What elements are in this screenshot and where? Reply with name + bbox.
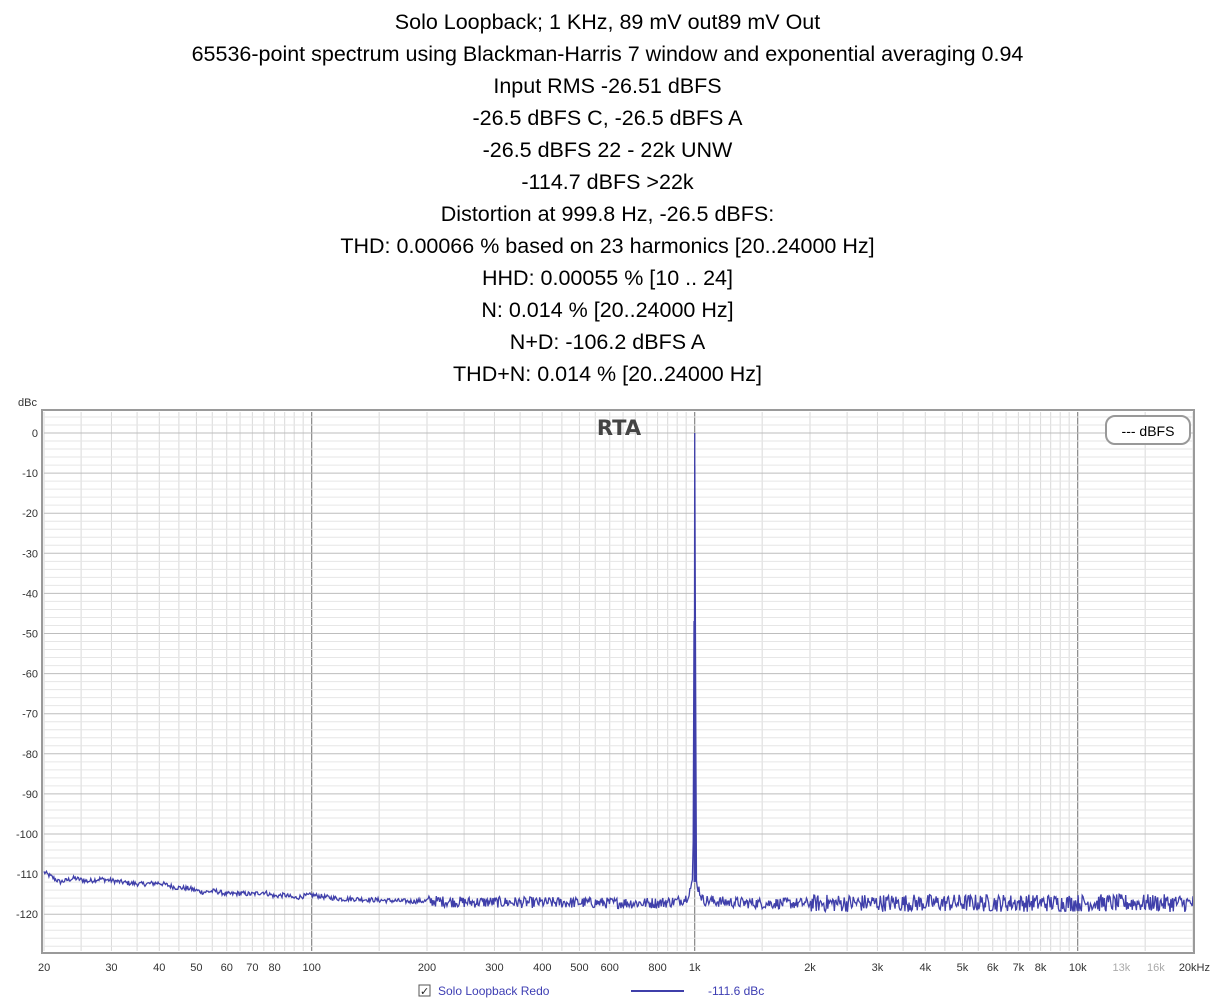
legend-label: --- dBFS	[1122, 423, 1175, 439]
x-tick-label: 4k	[919, 962, 931, 974]
y-tick-label: -60	[22, 669, 38, 681]
header-line: THD: 0.00066 % based on 23 harmonics [20…	[340, 234, 875, 258]
header-line: HHD: 0.00055 % [10 .. 24]	[482, 266, 733, 290]
x-tick-label: 100	[303, 962, 321, 974]
y-tick-label: -70	[22, 709, 38, 721]
x-tick-label: 5k	[957, 962, 969, 974]
x-tick-label: 40	[153, 962, 165, 974]
header-line: N+D: -106.2 dBFS A	[509, 330, 706, 354]
header-line: -114.7 dBFS >22k	[521, 170, 694, 194]
x-tick-label: 20	[38, 962, 50, 974]
y-tick-label: -30	[22, 548, 38, 560]
x-tick-label: 16k	[1147, 962, 1165, 974]
header-line: Distortion at 999.8 Hz, -26.5 dBFS:	[440, 202, 775, 226]
x-tick-label: 80	[268, 962, 280, 974]
x-tick-label: 50	[190, 962, 202, 974]
footer-legend: ✓ Solo Loopback Redo -111.6 dBc	[418, 984, 764, 998]
x-tick-label: 20kHz	[1179, 962, 1210, 974]
header-line: -26.5 dBFS C, -26.5 dBFS A	[472, 106, 743, 130]
legend-box[interactable]: --- dBFS	[1105, 415, 1191, 445]
x-tick-label: 30	[105, 962, 117, 974]
x-tick-label: 1k	[689, 962, 701, 974]
y-axis-unit-label: dBc	[18, 397, 37, 409]
footer-series-value: -111.6 dBc	[708, 984, 764, 998]
x-tick-label: 6k	[987, 962, 999, 974]
grid-lines	[43, 412, 1194, 951]
y-tick-label: -100	[16, 829, 38, 841]
header-line: -26.5 dBFS 22 - 22k UNW	[482, 138, 733, 162]
y-tick-label: -40	[22, 588, 38, 600]
checkmark-icon: ✓	[420, 985, 429, 998]
x-tick-labels: 20 30 40 50 60 70 80 100 200 300 400 500 600 800 1k 2k 3…	[38, 962, 1210, 974]
footer-series-name: Solo Loopback Redo	[438, 984, 550, 998]
x-tick-label: 8k	[1035, 962, 1047, 974]
x-tick-label: 2k	[804, 962, 816, 974]
y-tick-label: -50	[22, 629, 38, 641]
x-tick-label: 7k	[1013, 962, 1025, 974]
y-tick-label: -80	[22, 749, 38, 761]
y-tick-label: -110	[17, 869, 38, 881]
spectrum-line	[43, 432, 1194, 914]
series-checkbox[interactable]: ✓	[418, 984, 431, 998]
spectrum-trace	[43, 432, 1194, 914]
x-tick-label: 3k	[872, 962, 884, 974]
x-tick-label: 600	[601, 962, 619, 974]
header-line: Input RMS -26.51 dBFS	[493, 74, 722, 98]
header-line: THD+N: 0.014 % [20..24000 Hz]	[453, 362, 762, 386]
x-tick-label: 60	[221, 962, 233, 974]
y-tick-label: -90	[22, 789, 38, 801]
chart-header: Solo Loopback; 1 KHz, 89 mV out89 mV Out…	[0, 6, 1215, 390]
y-tick-label: -120	[16, 909, 38, 921]
header-line: 65536-point spectrum using Blackman-Harr…	[191, 42, 1024, 66]
checkbox-box	[418, 984, 431, 997]
x-tick-label: 400	[533, 962, 551, 974]
x-tick-label: 500	[570, 962, 588, 974]
header-line: Solo Loopback; 1 KHz, 89 mV out89 mV Out	[394, 10, 821, 34]
y-tick-labels: 0 -10 -20 -30 -40 -50 -60 -70 -80 -90 -100 -110 -120	[16, 428, 38, 921]
y-tick-label: 0	[32, 428, 38, 440]
x-tick-label: 70	[246, 962, 258, 974]
plot-frame	[41, 409, 1195, 954]
header-line: N: 0.014 % [20..24000 Hz]	[481, 298, 734, 322]
legend-frame	[1105, 415, 1191, 445]
x-tick-label: 800	[648, 962, 666, 974]
y-tick-label: -20	[22, 508, 38, 520]
y-tick-label: -10	[22, 468, 38, 480]
x-tick-label: 200	[418, 962, 436, 974]
x-tick-label: 13k	[1112, 962, 1130, 974]
chart-title: RTA	[597, 416, 642, 440]
x-tick-label: 300	[485, 962, 503, 974]
x-tick-label: 10k	[1069, 962, 1087, 974]
